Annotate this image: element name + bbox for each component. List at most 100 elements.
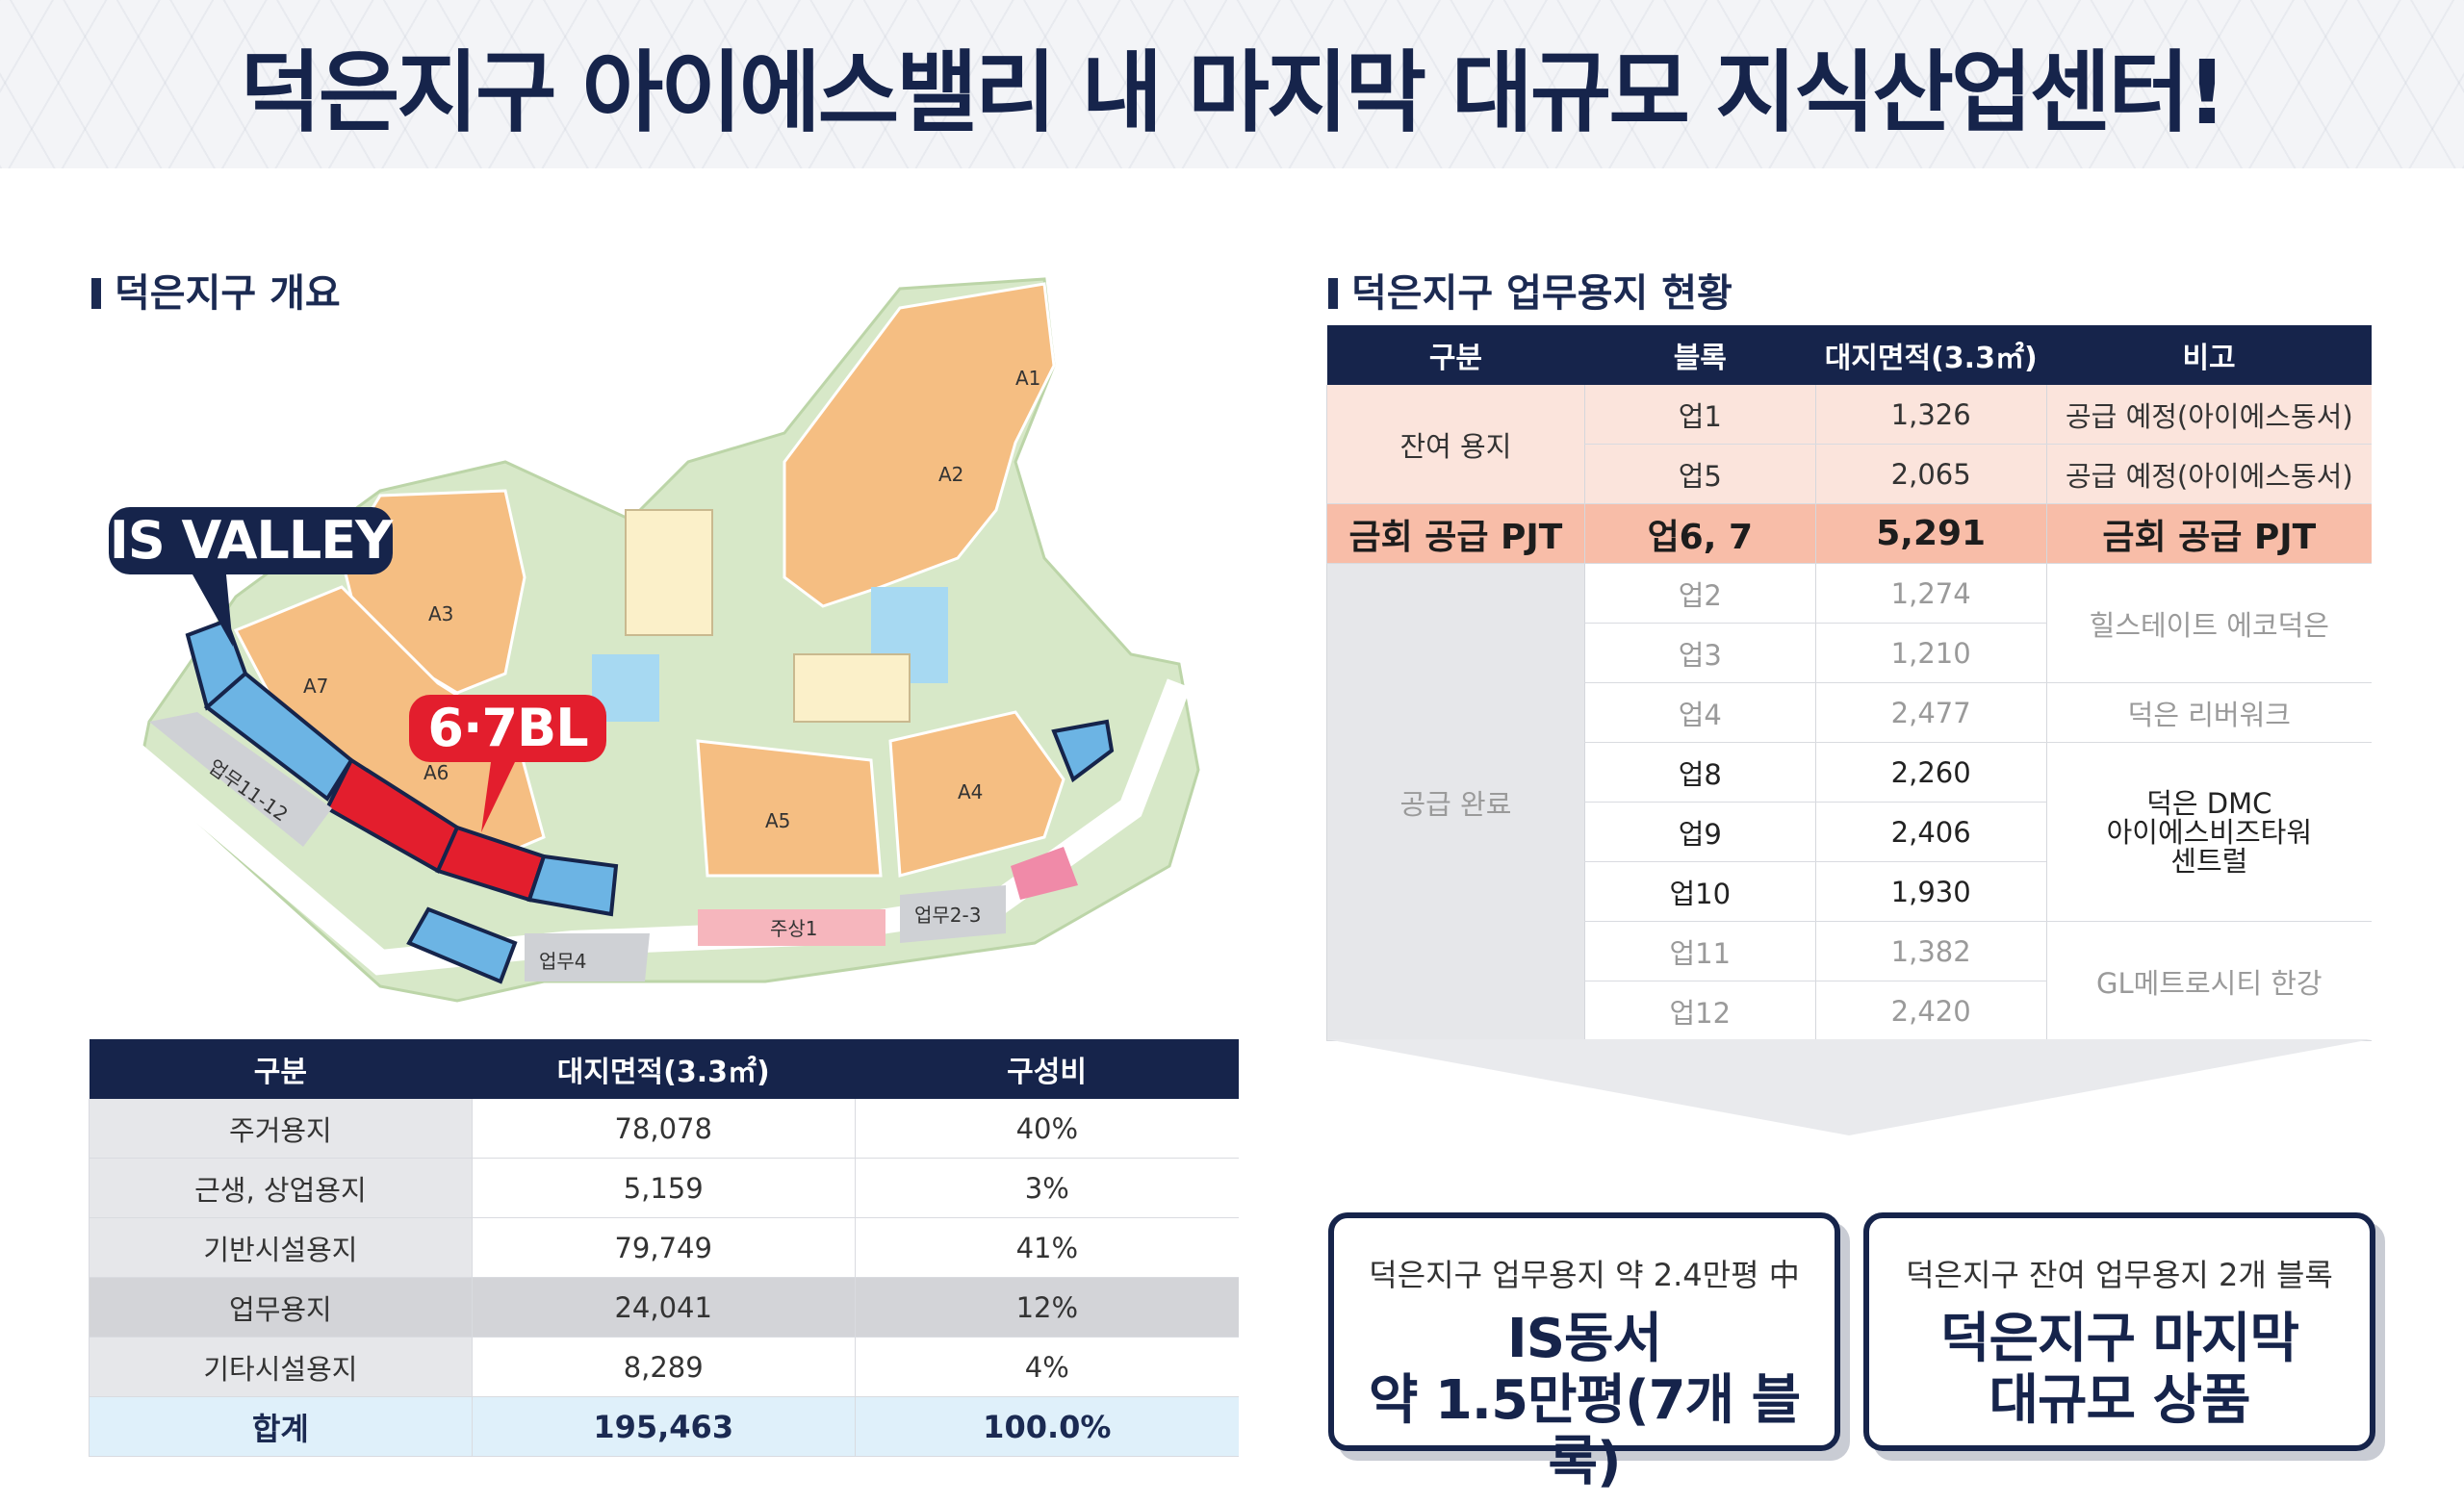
summary-line1: IS동서 — [1506, 1308, 1662, 1370]
map-label-a3: A3 — [428, 602, 453, 625]
area-cell: 79,749 — [471, 1217, 856, 1278]
status-table: 구분 블록 대지면적(3.3㎡) 비고 잔여 용지 업1 1,326 공급 예정… — [1326, 325, 2372, 1041]
district-map: A1 A2 A3 A7 A6 A5 A4 업무11-12 주상1 업무2-3 업… — [121, 277, 1200, 1003]
status-title-text: 덕은지구 업무용지 현황 — [1351, 271, 1732, 316]
table-row: 기반시설용지 79,749 41% — [89, 1217, 1239, 1278]
map-is-block-5 — [1051, 719, 1115, 783]
block-cell: 업9 — [1583, 802, 1816, 862]
overview-title-text: 덕은지구 개요 — [115, 271, 341, 316]
overview-table-header: 구분 대지면적(3.3㎡) 구성비 — [89, 1039, 1239, 1099]
category-cell: 기반시설용지 — [89, 1217, 473, 1278]
table-row: 업3 1,210 — [1327, 623, 2373, 683]
header-cell: 대지면적(3.3㎡) — [472, 1039, 856, 1099]
page-title: 덕은지구 아이에스밸리 내 마지막 대규모 지식산업센터! — [240, 41, 2227, 144]
block-cell: 업1 — [1583, 385, 1816, 445]
summary-sub: 덕은지구 잔여 업무용지 2개 블록 — [1906, 1257, 2333, 1293]
area-cell: 2,065 — [1814, 444, 2047, 504]
area-cell: 2,477 — [1814, 682, 2047, 743]
table-row: 공급 완료 업2 1,274 힐스테이트 에코덕은 — [1326, 563, 2372, 1041]
note-cell: 덕은 리버워크 — [2045, 682, 2372, 743]
block-cell: 업12 — [1583, 981, 1816, 1041]
map-label-work23: 업무2-3 — [914, 904, 981, 927]
callout-pointer-is — [192, 574, 233, 647]
header-banner — [0, 0, 2464, 168]
table-row: 업4 2,477 덕은 리버워크 — [1327, 682, 2372, 743]
section-bar-icon — [91, 278, 101, 309]
note-cell: 덕은 DMC 아이에스비즈타워 센트럴 — [2045, 742, 2372, 922]
status-section-title: 덕은지구 업무용지 현황 — [1328, 262, 1732, 318]
block-cell: 업3 — [1583, 623, 1816, 683]
remain-category: 잔여 용지 — [1326, 385, 1585, 504]
ratio-cell: 40% — [854, 1099, 1239, 1159]
table-row: 업8 2,260 덕은 DMC 아이에스비즈타워 센트럴 — [1327, 742, 2372, 922]
map-gray-2 — [525, 933, 650, 981]
area-cell: 5,159 — [471, 1158, 856, 1218]
block-cell: 업11 — [1583, 921, 1816, 981]
overview-section-title: 덕은지구 개요 — [91, 262, 341, 318]
map-housing-2 — [793, 653, 911, 723]
area-cell: 1,326 — [1814, 385, 2047, 445]
table-row: 업11 1,382 GL메트로시티 한강 — [1327, 921, 2372, 1041]
total-label: 합계 — [89, 1396, 473, 1457]
map-label-work4: 업무4 — [539, 950, 587, 973]
total-row: 합계 195,463 100.0% — [89, 1396, 1239, 1457]
funnel-arrow — [1326, 1039, 2372, 1135]
block-cell: 업10 — [1583, 861, 1816, 922]
note-cell: 공급 예정(아이에스동서) — [2045, 385, 2372, 445]
block-67-callout: 6·7BL — [409, 695, 606, 762]
ratio-cell: 12% — [854, 1277, 1239, 1338]
note-cell: GL메트로시티 한강 — [2045, 921, 2372, 1041]
area-cell: 1,274 — [1814, 563, 2047, 624]
map-is-block-2 — [203, 671, 354, 802]
header-cell: 블록 — [1584, 325, 1816, 385]
category-cell: 주거용지 — [89, 1099, 473, 1159]
map-label-a6: A6 — [424, 761, 449, 784]
table-row: 업12 2,420 — [1327, 981, 2373, 1041]
status-table-header: 구분 블록 대지면적(3.3㎡) 비고 — [1326, 325, 2372, 385]
map-a5 — [696, 739, 883, 878]
note-cell: 힐스테이트 에코덕은 — [2045, 563, 2372, 683]
area-cell: 1,210 — [1814, 623, 2047, 683]
map-label-a1: A1 — [1015, 367, 1040, 390]
pjt-area: 5,291 — [1814, 503, 2047, 564]
block-cell: 업5 — [1583, 444, 1816, 504]
table-row: 잔여 용지 업1 1,326 공급 예정(아이에스동서) — [1326, 385, 2372, 504]
pjt-block: 업6, 7 — [1583, 503, 1816, 564]
table-row: 근생, 상업용지 5,159 3% — [89, 1158, 1239, 1218]
summary-box-last: 덕은지구 잔여 업무용지 2개 블록 덕은지구 마지막 대규모 상품 — [1863, 1212, 2375, 1451]
table-row: 업10 1,930 — [1327, 861, 2373, 922]
header-cell: 구성비 — [855, 1039, 1239, 1099]
area-cell: 1,930 — [1814, 861, 2047, 922]
summary-line1: 덕은지구 마지막 — [1939, 1308, 2299, 1370]
area-cell: 8,289 — [471, 1337, 856, 1397]
current-project-row: 금회 공급 PJT 업6, 7 5,291 금회 공급 PJT — [1326, 503, 2372, 564]
summary-box-is: 덕은지구 업무용지 약 2.4만평 中 IS동서 약 1.5만평(7개 블록) — [1328, 1212, 1840, 1493]
block-cell: 업4 — [1583, 682, 1816, 743]
is-valley-callout: IS VALLEY — [109, 507, 393, 574]
header-cell: 대지면적(3.3㎡) — [1815, 325, 2047, 385]
map-a1-a2 — [783, 282, 1056, 608]
header-cell: 비고 — [2046, 325, 2372, 385]
pjt-category: 금회 공급 PJT — [1326, 503, 1585, 564]
area-cell: 2,406 — [1814, 802, 2047, 862]
total-area: 195,463 — [471, 1396, 856, 1457]
table-row-highlight: 업무용지 24,041 12% — [89, 1277, 1239, 1338]
map-pink-jusang — [698, 909, 886, 946]
callout-pointer-bl — [481, 762, 515, 832]
section-bar-icon — [1328, 278, 1338, 309]
area-cell: 2,420 — [1814, 981, 2047, 1041]
map-gray-1 — [149, 712, 332, 847]
block-cell: 업8 — [1583, 742, 1816, 803]
map-label-a4: A4 — [958, 780, 983, 803]
overview-table: 구분 대지면적(3.3㎡) 구성비 주거용지 78,078 40% 근생, 상업… — [89, 1039, 1239, 1457]
ratio-cell: 4% — [854, 1337, 1239, 1397]
area-cell: 1,382 — [1814, 921, 2047, 981]
done-category: 공급 완료 — [1326, 563, 1585, 1041]
block-cell: 업2 — [1583, 563, 1816, 624]
area-cell: 78,078 — [471, 1099, 856, 1159]
map-housing-1 — [625, 509, 713, 636]
pjt-note: 금회 공급 PJT — [2045, 503, 2372, 564]
map-label-a5: A5 — [765, 809, 790, 832]
map-label-a2: A2 — [938, 463, 963, 486]
category-cell: 기타시설용지 — [89, 1337, 473, 1397]
